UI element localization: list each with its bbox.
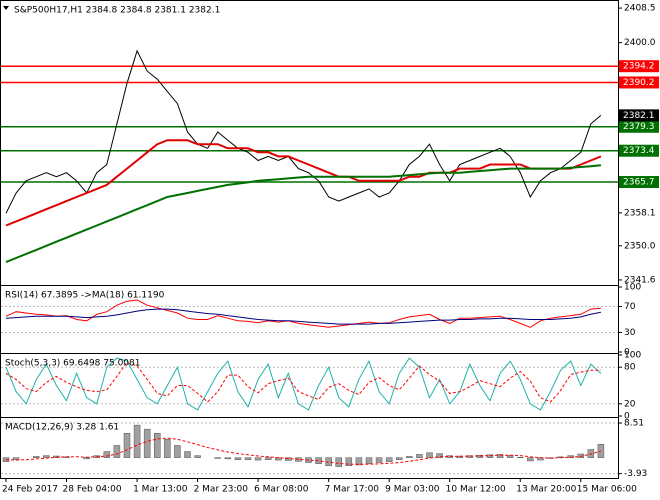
histogram-bar [174,445,181,458]
series-line [5,437,602,465]
histogram-bar [123,432,131,458]
level-label-bg [619,176,659,189]
histogram-bar [103,451,111,458]
histogram-bar [154,432,161,458]
histogram-bar [184,451,191,458]
level-label-bg [619,60,659,73]
histogram-bar [224,457,232,460]
histogram-bar [375,457,383,463]
price-label: 2382.1 [623,111,655,121]
y-tick-label: 2341.6 [624,275,656,285]
y-tick-label: -3.93 [624,469,647,479]
y-tick-label: 2350.0 [624,241,656,251]
series-line [5,139,602,227]
histogram-bar [426,452,433,458]
level-label-bg [619,76,659,89]
frame [0,0,619,479]
histogram-bar [254,457,262,461]
histogram-bar [486,454,494,458]
histogram-bar [466,455,474,458]
level-label: 2390.2 [623,78,655,88]
price-label-bg [619,109,659,122]
histogram-bar [527,457,534,462]
histogram-bar [133,424,141,458]
x-tick-label: 2 Mar 23:00 [194,485,249,495]
x-tick-label: 6 Mar 08:00 [254,485,309,495]
y-tick-label: 0 [624,412,630,422]
y-tick-label: 80 [624,363,636,373]
histogram-bar [83,457,90,460]
histogram-bar [234,457,242,460]
y-tick-label: 20 [624,399,636,409]
level-label-bg [619,144,659,157]
level-label: 2365.7 [623,178,655,188]
histogram-bar [244,457,252,460]
histogram-bar [33,456,40,458]
series-line [5,164,601,264]
y-tick-label: 0 [624,348,630,358]
histogram-bar [264,457,272,460]
level-label: 2394.2 [623,62,655,72]
x-tick-label: 7 Mar 17:00 [325,485,380,495]
histogram-bar [12,457,20,460]
level-label: 2379.3 [623,122,655,132]
y-tick-label: 2400.0 [624,38,656,48]
x-tick-label: 1 Mar 13:00 [133,485,188,495]
y-tick-label: 2408.5 [624,4,656,14]
histogram-bar [164,439,171,458]
histogram-bar [194,455,201,458]
histogram-bar [577,453,584,458]
histogram-bar [396,457,403,460]
menu-arrow [3,6,9,10]
y-tick-label: 8.51 [624,419,644,429]
x-tick-label: 13 Mar 20:00 [516,485,576,495]
histogram-bar [143,428,151,458]
x-tick-label: 10 Mar 12:00 [446,485,506,495]
series-line [5,357,602,411]
histogram-bar [355,457,363,466]
y-tick-label: 30 [624,328,636,338]
histogram-bar [597,444,605,458]
y-tick-label: 70 [624,302,636,312]
histogram-bar [43,455,50,458]
histogram-bar [113,445,121,458]
series-line [5,49,602,214]
y-tick-label: 100 [624,283,641,293]
histogram-bar [214,457,221,459]
x-tick-label: 9 Mar 03:00 [385,485,440,495]
y-tick-label: 100 [624,351,641,361]
histogram-bar [406,456,413,458]
histogram-bar [365,457,373,465]
series-line [5,308,601,325]
x-tick-label: 28 Feb 04:00 [63,485,122,495]
panel-title: RSI(14) 67.3895 ->MA(18) 61.1190 [5,291,165,301]
histogram-bar [496,454,504,458]
series-line [5,299,601,328]
histogram-bar [385,457,393,462]
panel-title: MACD(12,26,9) 3.28 1.61 [5,423,119,433]
histogram-bar [335,457,342,467]
series-line [5,361,601,403]
histogram-bar [345,457,353,467]
y-tick-label: 2358.1 [624,208,656,218]
histogram-bar [436,453,443,458]
x-tick-label: 24 Feb 2017 [2,485,58,495]
panel-title: S&P500H17,H1 2384.8 2384.8 2381.1 2382.1 [14,6,220,16]
level-label: 2373.4 [623,146,655,156]
level-label-bg [619,120,659,133]
histogram-bar [416,454,423,458]
panel-title: Stoch(5,3,3) 69.6498 75.0081 [5,359,140,369]
x-tick-label: 15 Mar 06:00 [577,485,637,495]
